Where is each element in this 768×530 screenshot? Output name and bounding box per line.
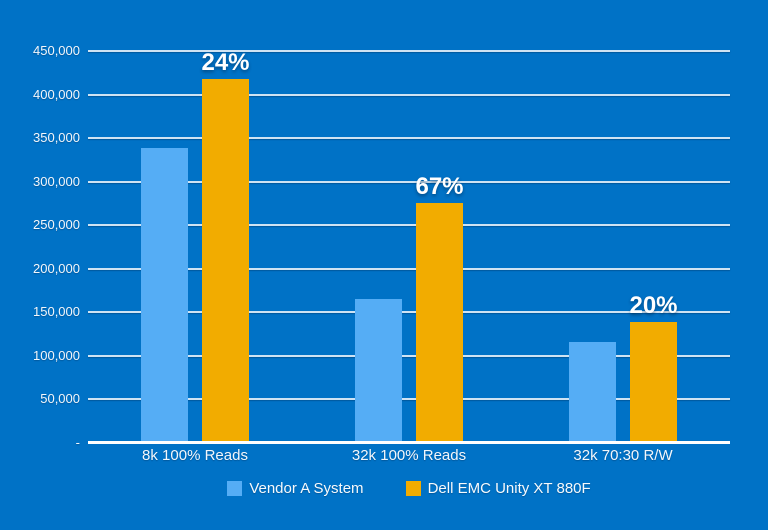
y-tick-label: 250,000 (33, 217, 80, 233)
y-tick-label: 400,000 (33, 86, 80, 102)
gridline (88, 398, 730, 401)
legend-label-dell-emc-unity-xt-880f: Dell EMC Unity XT 880F (427, 480, 591, 497)
bar-vendor-a-system (355, 299, 402, 442)
y-tick-label: 200,000 (33, 260, 80, 276)
gridline (88, 180, 730, 183)
y-tick-label: 100,000 (33, 347, 80, 363)
y-tick-label: 350,000 (33, 130, 80, 146)
plot-area: 24% 67% 20% (88, 49, 730, 444)
bar-group: 20% (516, 50, 730, 442)
gridline (88, 354, 730, 357)
x-tick-label: 32k 70:30 R/W (573, 447, 673, 464)
legend-item-vendor-a-system: Vendor A System (227, 480, 364, 497)
legend-item-dell-emc-unity-xt-880f: Dell EMC Unity XT 880F (405, 480, 591, 497)
bar-percent-label: 67% (415, 173, 464, 201)
bar-group: 67% (302, 50, 516, 442)
legend-swatch-vendor-a-system (227, 481, 243, 496)
bar-percent-label: 24% (201, 48, 250, 76)
legend-swatch-dell-emc-unity-xt-880f (405, 481, 421, 496)
legend-label-vendor-a-system: Vendor A System (249, 480, 364, 497)
bar-dell-emc-unity-xt-880f: 67% (415, 173, 464, 442)
x-tick-label: 8k 100% Reads (142, 447, 248, 464)
bar-dell-emc-unity-xt-880f: 24% (201, 49, 250, 442)
x-tick-label: 32k 100% Reads (351, 447, 467, 464)
gridline (88, 50, 730, 52)
y-tick-label: 150,000 (33, 304, 80, 320)
bar-vendor-a-system (141, 148, 188, 442)
bar-vendor-a-system (569, 341, 616, 442)
bar-dell-emc-unity-xt-880f: 20% (629, 292, 678, 442)
gridline (88, 267, 730, 270)
y-tick-label: 300,000 (33, 173, 80, 189)
bar-percent-label: 20% (629, 291, 678, 319)
x-axis-labels: 8k 100% Reads 32k 100% Reads 32k 70:30 R/W (88, 447, 730, 464)
gridline (88, 137, 730, 140)
y-axis: 450,000 400,000 350,000 300,000 250,000 200,0… (0, 0, 80, 460)
gridline (88, 93, 730, 96)
legend: Vendor A System Dell EMC Unity XT 880F (88, 480, 730, 497)
bar-groups: 24% 67% 20% (88, 49, 730, 442)
y-tick-label: 50,000 (40, 391, 80, 407)
gridline (88, 311, 730, 314)
y-tick-label: 450,000 (33, 43, 80, 58)
bar-group: 24% (88, 49, 302, 442)
x-axis-line (88, 441, 730, 444)
y-tick-label: - (75, 435, 80, 450)
gridline (88, 224, 730, 227)
